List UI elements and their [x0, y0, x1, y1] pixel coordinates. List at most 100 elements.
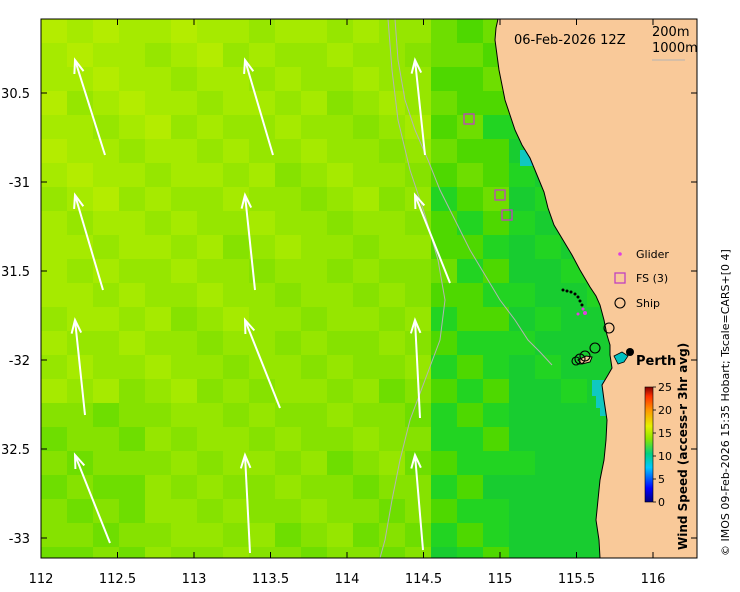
y-tick-label: 30.5: [1, 87, 30, 102]
wind-cell: [171, 91, 198, 116]
date-label: 06-Feb-2026 12Z: [514, 33, 626, 48]
wind-cell: [171, 283, 198, 308]
wind-cell: [405, 115, 432, 140]
wind-cell: [171, 235, 198, 260]
wind-cell: [67, 499, 94, 524]
wind-cell: [171, 307, 198, 332]
y-tick-label: 32.5: [1, 443, 30, 458]
wind-cell: [561, 451, 588, 476]
wind-cell: [119, 475, 146, 500]
y-tick-label: -31: [9, 176, 30, 191]
wind-cell: [483, 211, 510, 236]
wind-cell: [275, 331, 302, 356]
wind-cell: [119, 91, 146, 116]
colorbar-ramp: [644, 386, 654, 503]
wind-cell: [67, 331, 94, 356]
perth-marker[interactable]: [626, 348, 634, 356]
wind-cell: [67, 283, 94, 308]
wind-cell: [431, 67, 458, 92]
wind-cell: [431, 331, 458, 356]
wind-cell: [379, 547, 406, 558]
wind-cell: [431, 475, 458, 500]
wind-cell: [431, 163, 458, 188]
wind-arrow: [244, 319, 281, 409]
wind-cell: [353, 403, 380, 428]
wind-cell: [223, 499, 250, 524]
wind-cell: [457, 547, 484, 558]
wind-cell: [301, 475, 328, 500]
x-axis: 112 112.5 113 113.5 114 114.5 115 115.5 116: [29, 19, 665, 587]
wind-cell: [145, 91, 172, 116]
wind-cell: [483, 115, 510, 140]
wind-cell: [41, 547, 68, 558]
wind-cell: [379, 91, 406, 116]
wind-cell: [561, 427, 588, 452]
wind-cell: [379, 211, 406, 236]
colorbar-title: Wind Speed (access-r 3hr avg): [676, 343, 690, 550]
wind-cell: [379, 235, 406, 260]
wind-cell: [93, 115, 120, 140]
wind-cell: [457, 427, 484, 452]
wind-cell: [67, 451, 94, 476]
wind-cell: [67, 403, 94, 428]
wind-cell: [275, 355, 302, 380]
wind-cell: [223, 475, 250, 500]
wind-cell: [405, 43, 432, 68]
wind-cell: [301, 115, 328, 140]
wind-cell: [379, 355, 406, 380]
wind-cell: [249, 307, 276, 332]
wind-cell: [249, 379, 276, 404]
wind-arrow-head: [239, 452, 252, 469]
wind-cell: [457, 475, 484, 500]
wind-cell: [41, 115, 68, 140]
wind-cell: [431, 427, 458, 452]
fs-marker[interactable]: [463, 113, 475, 125]
x-tick-label: 114: [335, 572, 360, 587]
wind-arrow-head: [409, 317, 422, 334]
wind-cell: [171, 547, 198, 558]
wind-cell: [145, 43, 172, 68]
wind-cell: [379, 259, 406, 284]
perth-label: Perth: [636, 354, 676, 369]
wind-cell: [327, 451, 354, 476]
wind-cell: [249, 451, 276, 476]
wind-cell: [67, 259, 94, 284]
wind-cell: [405, 427, 432, 452]
wind-cell: [249, 403, 276, 428]
wind-cell: [509, 403, 536, 428]
wind-cell: [561, 403, 588, 428]
y-axis: 30.5 -31 31.5 -32 32.5 -33: [1, 87, 697, 547]
wind-cell: [561, 523, 588, 548]
wind-arrow-head: [73, 192, 85, 210]
fs-marker[interactable]: [501, 209, 513, 221]
wind-cell: [67, 307, 94, 332]
wind-cell: [145, 499, 172, 524]
wind-cell: [275, 499, 302, 524]
wind-vectors: [70, 57, 451, 554]
wind-cell: [301, 91, 328, 116]
wind-cell: [353, 67, 380, 92]
wind-cell: [119, 187, 146, 212]
wind-cell: [249, 235, 276, 260]
wind-cell: [457, 187, 484, 212]
wind-cell: [327, 427, 354, 452]
wind-cell: [119, 547, 146, 558]
wind-arrow-head: [410, 452, 422, 469]
wind-cell: [145, 547, 172, 558]
wind-cell: [509, 259, 536, 284]
wind-cell: [223, 355, 250, 380]
fs-marker[interactable]: [494, 189, 506, 201]
wind-cell: [379, 307, 406, 332]
wind-cell: [275, 187, 302, 212]
wind-cell: [431, 403, 458, 428]
wind-cell: [171, 211, 198, 236]
wind-cell: [119, 451, 146, 476]
wind-cell: [353, 43, 380, 68]
wind-arrow: [74, 319, 86, 416]
wind-cell: [483, 307, 510, 332]
x-tick-label: 112: [29, 572, 54, 587]
contour-200m: [394, 19, 553, 366]
wind-cell: [223, 235, 250, 260]
wind-arrow-head: [240, 192, 253, 209]
wind-cell: [93, 67, 120, 92]
